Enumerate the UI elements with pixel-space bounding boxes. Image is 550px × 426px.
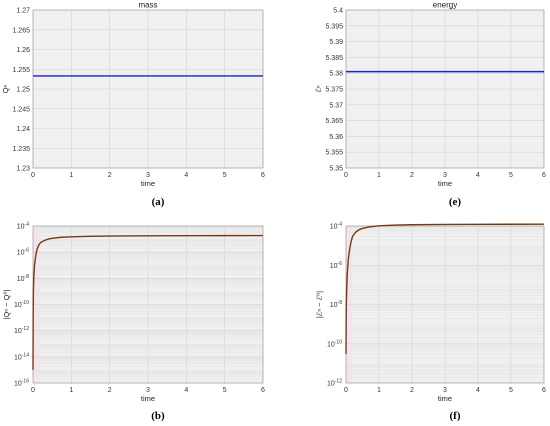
y-tick-label: 10-6 xyxy=(330,261,342,270)
y-tick-label: 10-12 xyxy=(14,326,29,335)
x-tick-label: 0 xyxy=(344,387,348,394)
x-tick-label: 2 xyxy=(410,172,414,179)
x-tick-label: 1 xyxy=(69,172,73,179)
y-tick-label: 10-14 xyxy=(14,352,29,361)
x-tick-label: 4 xyxy=(184,172,188,179)
y-axis-label: Qⁿ xyxy=(1,84,10,93)
y-tick-label: 5.36 xyxy=(329,134,343,141)
y-tick-label: 5.37 xyxy=(329,102,343,109)
y-axis-label: |Qⁿ − Q⁰| xyxy=(2,290,11,320)
x-tick-label: 0 xyxy=(31,387,35,394)
x-tick-label: 6 xyxy=(542,172,546,179)
y-tick-label: 5.35 xyxy=(329,166,343,173)
x-tick-label: 1 xyxy=(69,387,73,394)
y-tick-label: 1.25 xyxy=(16,87,30,94)
y-tick-label: 5.365 xyxy=(325,118,343,125)
y-tick-label: 5.4 xyxy=(333,8,343,15)
y-tick-label: 5.38 xyxy=(329,71,343,78)
panel-caption: (f) xyxy=(450,410,461,422)
x-tick-label: 4 xyxy=(184,387,188,394)
y-tick-label: 1.235 xyxy=(12,146,30,153)
x-tick-label: 0 xyxy=(31,172,35,179)
x-tick-label: 2 xyxy=(108,387,112,394)
x-tick-label: 5 xyxy=(223,172,227,179)
axes-frame xyxy=(345,9,545,169)
x-axis-label: time xyxy=(438,394,452,403)
y-tick-label: 1.26 xyxy=(16,47,30,54)
y-axis-label: |ℰⁿ − ℰ⁰| xyxy=(315,291,324,318)
panel-caption: (a) xyxy=(152,196,165,208)
x-tick-label: 0 xyxy=(344,172,348,179)
x-tick-label: 2 xyxy=(410,387,414,394)
x-axis-label: time xyxy=(438,179,452,188)
x-tick-label: 2 xyxy=(108,172,112,179)
y-tick-label: 5.375 xyxy=(325,87,343,94)
x-axis-label: time xyxy=(141,394,155,403)
x-tick-label: 3 xyxy=(443,387,447,394)
x-tick-label: 3 xyxy=(146,172,150,179)
x-tick-label: 3 xyxy=(443,172,447,179)
y-tick-label: 10-8 xyxy=(17,274,29,283)
chart-e: 0 1 2 3 4 5 6 5.35 5.355 5.36 5.365 5.37 5.375 5.38 5.… xyxy=(314,1,546,209)
x-tick-label: 6 xyxy=(261,172,265,179)
chart-a: 0 1 2 3 4 5 6 1.23 1.235 1.24 1.245 1.25 1.255 1.26 1.… xyxy=(1,1,265,209)
chart-f: 0 1 2 3 4 5 6 10-12 10-10 10-8 10-6 10-4 time |ℰⁿ − ℰ… xyxy=(315,222,546,423)
axes-frame xyxy=(32,9,264,169)
x-tick-label: 6 xyxy=(261,387,265,394)
y-tick-label: 10-4 xyxy=(330,222,342,231)
x-tick-label: 5 xyxy=(509,172,513,179)
y-tick-label: 1.27 xyxy=(16,8,30,15)
panel-caption: (e) xyxy=(449,196,462,208)
panel-caption: (b) xyxy=(151,410,165,422)
y-tick-label: 10-8 xyxy=(330,300,342,309)
y-tick-label: 10-4 xyxy=(17,222,29,231)
x-tick-label: 1 xyxy=(377,172,381,179)
y-tick-label: 1.265 xyxy=(12,27,30,34)
y-tick-label: 10-16 xyxy=(14,379,29,388)
x-tick-label: 5 xyxy=(223,387,227,394)
y-tick-label: 1.24 xyxy=(16,126,30,133)
x-axis-label: time xyxy=(141,179,155,188)
x-tick-label: 6 xyxy=(542,387,546,394)
y-tick-label: 10-6 xyxy=(17,248,29,257)
y-tick-label: 10-10 xyxy=(327,339,342,348)
y-tick-label: 5.395 xyxy=(325,23,343,30)
y-tick-label: 1.245 xyxy=(12,106,30,113)
chart-b: 0 1 2 3 4 5 6 10-16 10-14 10-12 10-10 10-8 10-6 10-4 t… xyxy=(2,222,265,423)
y-tick-label: 10-10 xyxy=(14,300,29,309)
y-axis-label: ℰⁿ xyxy=(314,85,323,93)
x-tick-label: 4 xyxy=(476,172,480,179)
x-tick-label: 5 xyxy=(509,387,513,394)
x-tick-label: 4 xyxy=(476,387,480,394)
y-tick-label: 10-12 xyxy=(327,379,342,388)
y-tick-label: 5.39 xyxy=(329,39,343,46)
series-line xyxy=(32,234,264,370)
series-line xyxy=(345,223,545,355)
y-tick-label: 5.355 xyxy=(325,150,343,157)
chart-title: energy xyxy=(433,1,457,10)
x-tick-label: 1 xyxy=(377,387,381,394)
y-tick-label: 1.255 xyxy=(12,67,30,74)
chart-title: mass xyxy=(138,1,157,10)
y-tick-label: 1.23 xyxy=(16,166,30,173)
y-tick-label: 5.385 xyxy=(325,55,343,62)
x-tick-label: 3 xyxy=(146,387,150,394)
